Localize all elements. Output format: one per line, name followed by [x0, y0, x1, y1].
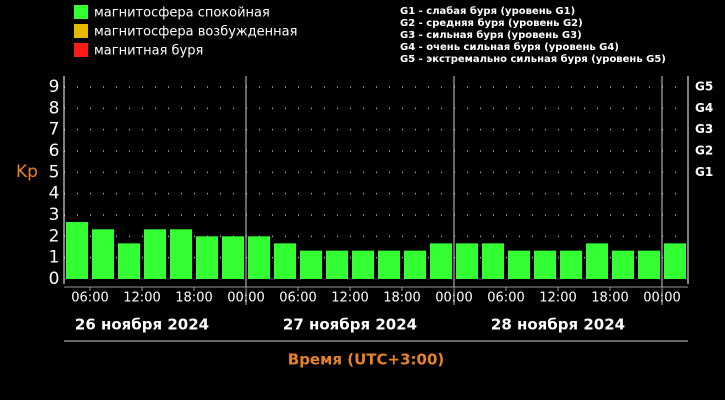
storm-level: G3 - сильная буря (уровень G3) [400, 29, 582, 41]
legend-swatch [74, 5, 88, 19]
day-label: 27 ноября 2024 [283, 316, 417, 334]
bar [456, 243, 478, 279]
x-tick-label: 00:00 [643, 291, 680, 306]
storm-level: G4 - очень сильная буря (уровень G4) [400, 41, 619, 53]
x-tick-label: 12:00 [539, 291, 576, 306]
day-label: 26 ноября 2024 [75, 316, 209, 334]
legend-label: магнитная буря [94, 44, 203, 59]
bar [118, 243, 140, 279]
x-tick-label: 18:00 [175, 291, 212, 306]
bar [144, 229, 166, 279]
day-label: 28 ноября 2024 [491, 316, 625, 334]
y-tick-label: 6 [49, 141, 60, 161]
bar [326, 250, 348, 279]
x-tick-label: 00:00 [227, 291, 264, 306]
y2-tick-label: G4 [695, 101, 713, 115]
y-tick-label: 0 [49, 269, 60, 289]
y-tick-label: 1 [49, 248, 60, 268]
y-tick-label: 7 [49, 120, 60, 140]
bar [482, 243, 504, 279]
y2-tick-label: G1 [695, 165, 713, 179]
y-tick-label: 9 [49, 77, 60, 97]
x-axis-label: Время (UTC+3:00) [288, 351, 444, 369]
bar [664, 243, 686, 279]
storm-level: G5 - экстремально сильная буря (уровень … [400, 53, 666, 65]
x-tick-label: 12:00 [331, 291, 368, 306]
storm-level: G2 - средняя буря (уровень G2) [400, 17, 583, 29]
bar [612, 250, 634, 279]
bar [586, 243, 608, 279]
bar [352, 250, 374, 279]
y-tick-label: 5 [49, 162, 60, 182]
y-axis-label: Kp [16, 162, 38, 182]
y2-tick-label: G2 [695, 144, 713, 158]
bar [248, 236, 270, 279]
x-tick-label: 12:00 [123, 291, 160, 306]
bar [378, 250, 400, 279]
bar [638, 250, 660, 279]
y-tick-label: 4 [49, 184, 60, 204]
bar [92, 229, 114, 279]
y2-tick-label: G3 [695, 122, 713, 136]
y-tick-label: 8 [49, 98, 60, 118]
x-tick-label: 00:00 [435, 291, 472, 306]
legend-swatch [74, 24, 88, 38]
legend-label: магнитосфера спокойная [94, 6, 270, 21]
y-tick-label: 3 [49, 205, 60, 225]
x-tick-label: 18:00 [383, 291, 420, 306]
bar [404, 250, 426, 279]
storm-level: G1 - слабая буря (уровень G1) [400, 5, 575, 17]
x-tick-label: 06:00 [487, 291, 524, 306]
bar [196, 236, 218, 279]
x-tick-label: 06:00 [71, 291, 108, 306]
bar [560, 250, 582, 279]
x-tick-label: 06:00 [279, 291, 316, 306]
x-tick-label: 18:00 [591, 291, 628, 306]
y2-tick-label: G5 [695, 80, 713, 94]
bar [430, 243, 452, 279]
bar [534, 250, 556, 279]
y-tick-label: 2 [49, 226, 60, 246]
bar [222, 236, 244, 279]
bar [170, 229, 192, 279]
bar [66, 222, 88, 279]
legend-label: магнитосфера возбужденная [94, 25, 297, 40]
bar [508, 250, 530, 279]
bar [300, 250, 322, 279]
bar [274, 243, 296, 279]
legend-swatch [74, 43, 88, 57]
